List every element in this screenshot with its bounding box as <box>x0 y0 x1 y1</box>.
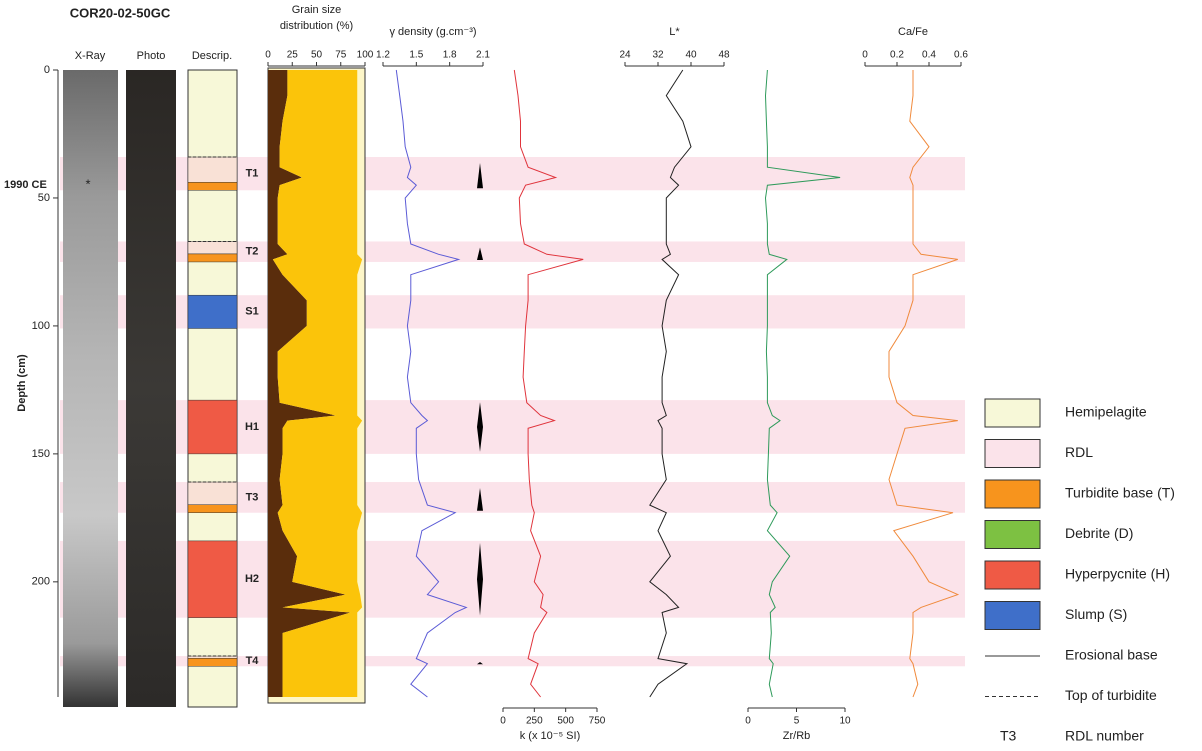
xray-image <box>63 70 118 707</box>
x-tick-label: 1.5 <box>409 50 423 61</box>
core-title: COR20-02-50GC <box>70 5 171 20</box>
legend-label: Turbidite base (T) <box>1065 485 1175 501</box>
rdl-label: T4 <box>246 655 260 667</box>
profile-line <box>513 69 584 698</box>
x-tick-label: 75 <box>335 50 347 61</box>
core-photo <box>126 70 176 707</box>
legend-label: Hemipelagite <box>1065 404 1147 420</box>
x-tick-label: 250 <box>526 716 543 727</box>
x-axis-title: Grain size <box>292 4 342 16</box>
column-header: X-Ray <box>75 50 106 62</box>
description-rdl <box>187 156 238 183</box>
description-unit <box>187 399 238 455</box>
x-tick-label: 48 <box>718 50 730 61</box>
x-tick-label: 0.4 <box>922 50 936 61</box>
legend-label: Debrite (D) <box>1065 525 1133 541</box>
description-unit <box>187 540 238 618</box>
x-axis-title: Zr/Rb <box>783 730 811 742</box>
x-tick-label: 500 <box>557 716 574 727</box>
legend-label: Hyperpycnite (H) <box>1065 566 1170 582</box>
grading-arrow <box>477 488 483 511</box>
depth-axis-title: Depth (cm) <box>16 354 28 412</box>
rdl-label: H2 <box>245 573 259 585</box>
grading-arrow <box>477 402 483 452</box>
grading-arrow <box>477 163 483 189</box>
x-tick-label: 100 <box>357 50 374 61</box>
x-tick-label: 50 <box>311 50 323 61</box>
grading-arrow <box>477 662 483 665</box>
x-tick-label: 10 <box>839 716 851 727</box>
description-unit <box>187 658 238 667</box>
x-tick-label: 1.8 <box>443 50 457 61</box>
age-marker: * <box>85 177 90 192</box>
x-tick-label: 24 <box>619 50 631 61</box>
rdl-label: S1 <box>245 306 258 318</box>
legend-label: Slump (S) <box>1065 606 1127 622</box>
depth-tick-label: 0 <box>44 64 50 76</box>
column-header: Descrip. <box>192 50 232 62</box>
depth-tick-label: 150 <box>32 448 50 460</box>
legend-label: Top of turbidite <box>1065 687 1157 703</box>
profile-line <box>764 69 841 698</box>
x-tick-label: 0 <box>500 716 506 727</box>
grain-area <box>268 70 351 697</box>
legend-swatch <box>984 398 1041 428</box>
legend-swatch <box>984 479 1041 509</box>
legend-swatch <box>984 439 1041 468</box>
x-axis-title: γ density (g.cm⁻³) <box>389 26 476 38</box>
description-unit <box>187 182 238 191</box>
rdl-band <box>60 656 965 667</box>
x-tick-label: 5 <box>794 716 800 727</box>
rdl-label: T1 <box>246 168 259 180</box>
description-unit <box>187 253 238 263</box>
description-unit <box>187 504 238 513</box>
legend-label: RDL <box>1065 444 1093 460</box>
x-tick-label: 40 <box>685 50 697 61</box>
legend-swatch <box>984 520 1041 549</box>
x-tick-label: 0 <box>745 716 751 727</box>
rdl-label: H1 <box>245 421 259 433</box>
description-rdl <box>187 241 238 255</box>
x-tick-label: 0.6 <box>954 50 968 61</box>
x-axis-title: L* <box>669 26 680 38</box>
x-tick-label: 2.1 <box>476 50 490 61</box>
rdl-label: T3 <box>246 491 259 503</box>
legend-swatch <box>984 560 1041 590</box>
grading-arrow <box>477 542 483 616</box>
x-tick-label: 1.2 <box>376 50 390 61</box>
x-axis-title: k (x 10⁻⁵ SI) <box>520 730 581 742</box>
legend-symbol: T3 <box>1000 728 1017 744</box>
description-unit <box>187 294 238 329</box>
legend-label: Erosional base <box>1065 647 1158 663</box>
x-tick-label: 0 <box>265 50 271 61</box>
legend-swatch <box>984 601 1041 630</box>
profile-line <box>649 69 692 698</box>
depth-tick-label: 100 <box>32 320 50 332</box>
x-tick-label: 0.2 <box>890 50 904 61</box>
x-tick-label: 25 <box>287 50 299 61</box>
description-rdl <box>187 481 238 505</box>
x-axis-title: distribution (%) <box>280 20 353 32</box>
profile-line <box>888 70 960 698</box>
grain-area <box>272 70 363 697</box>
x-tick-label: 32 <box>652 50 664 61</box>
depth-tick-label: 50 <box>38 192 50 204</box>
column-header: Photo <box>137 50 166 62</box>
depth-tick-label: 200 <box>32 576 50 588</box>
rdl-label: T2 <box>246 246 259 258</box>
grading-arrow <box>477 247 483 260</box>
profile-line <box>395 69 468 698</box>
x-tick-label: 0 <box>862 50 868 61</box>
x-tick-label: 750 <box>589 716 606 727</box>
x-axis-title: Ca/Fe <box>898 26 928 38</box>
legend-label: RDL number <box>1065 728 1144 744</box>
age-marker-label: 1990 CE <box>4 179 47 191</box>
